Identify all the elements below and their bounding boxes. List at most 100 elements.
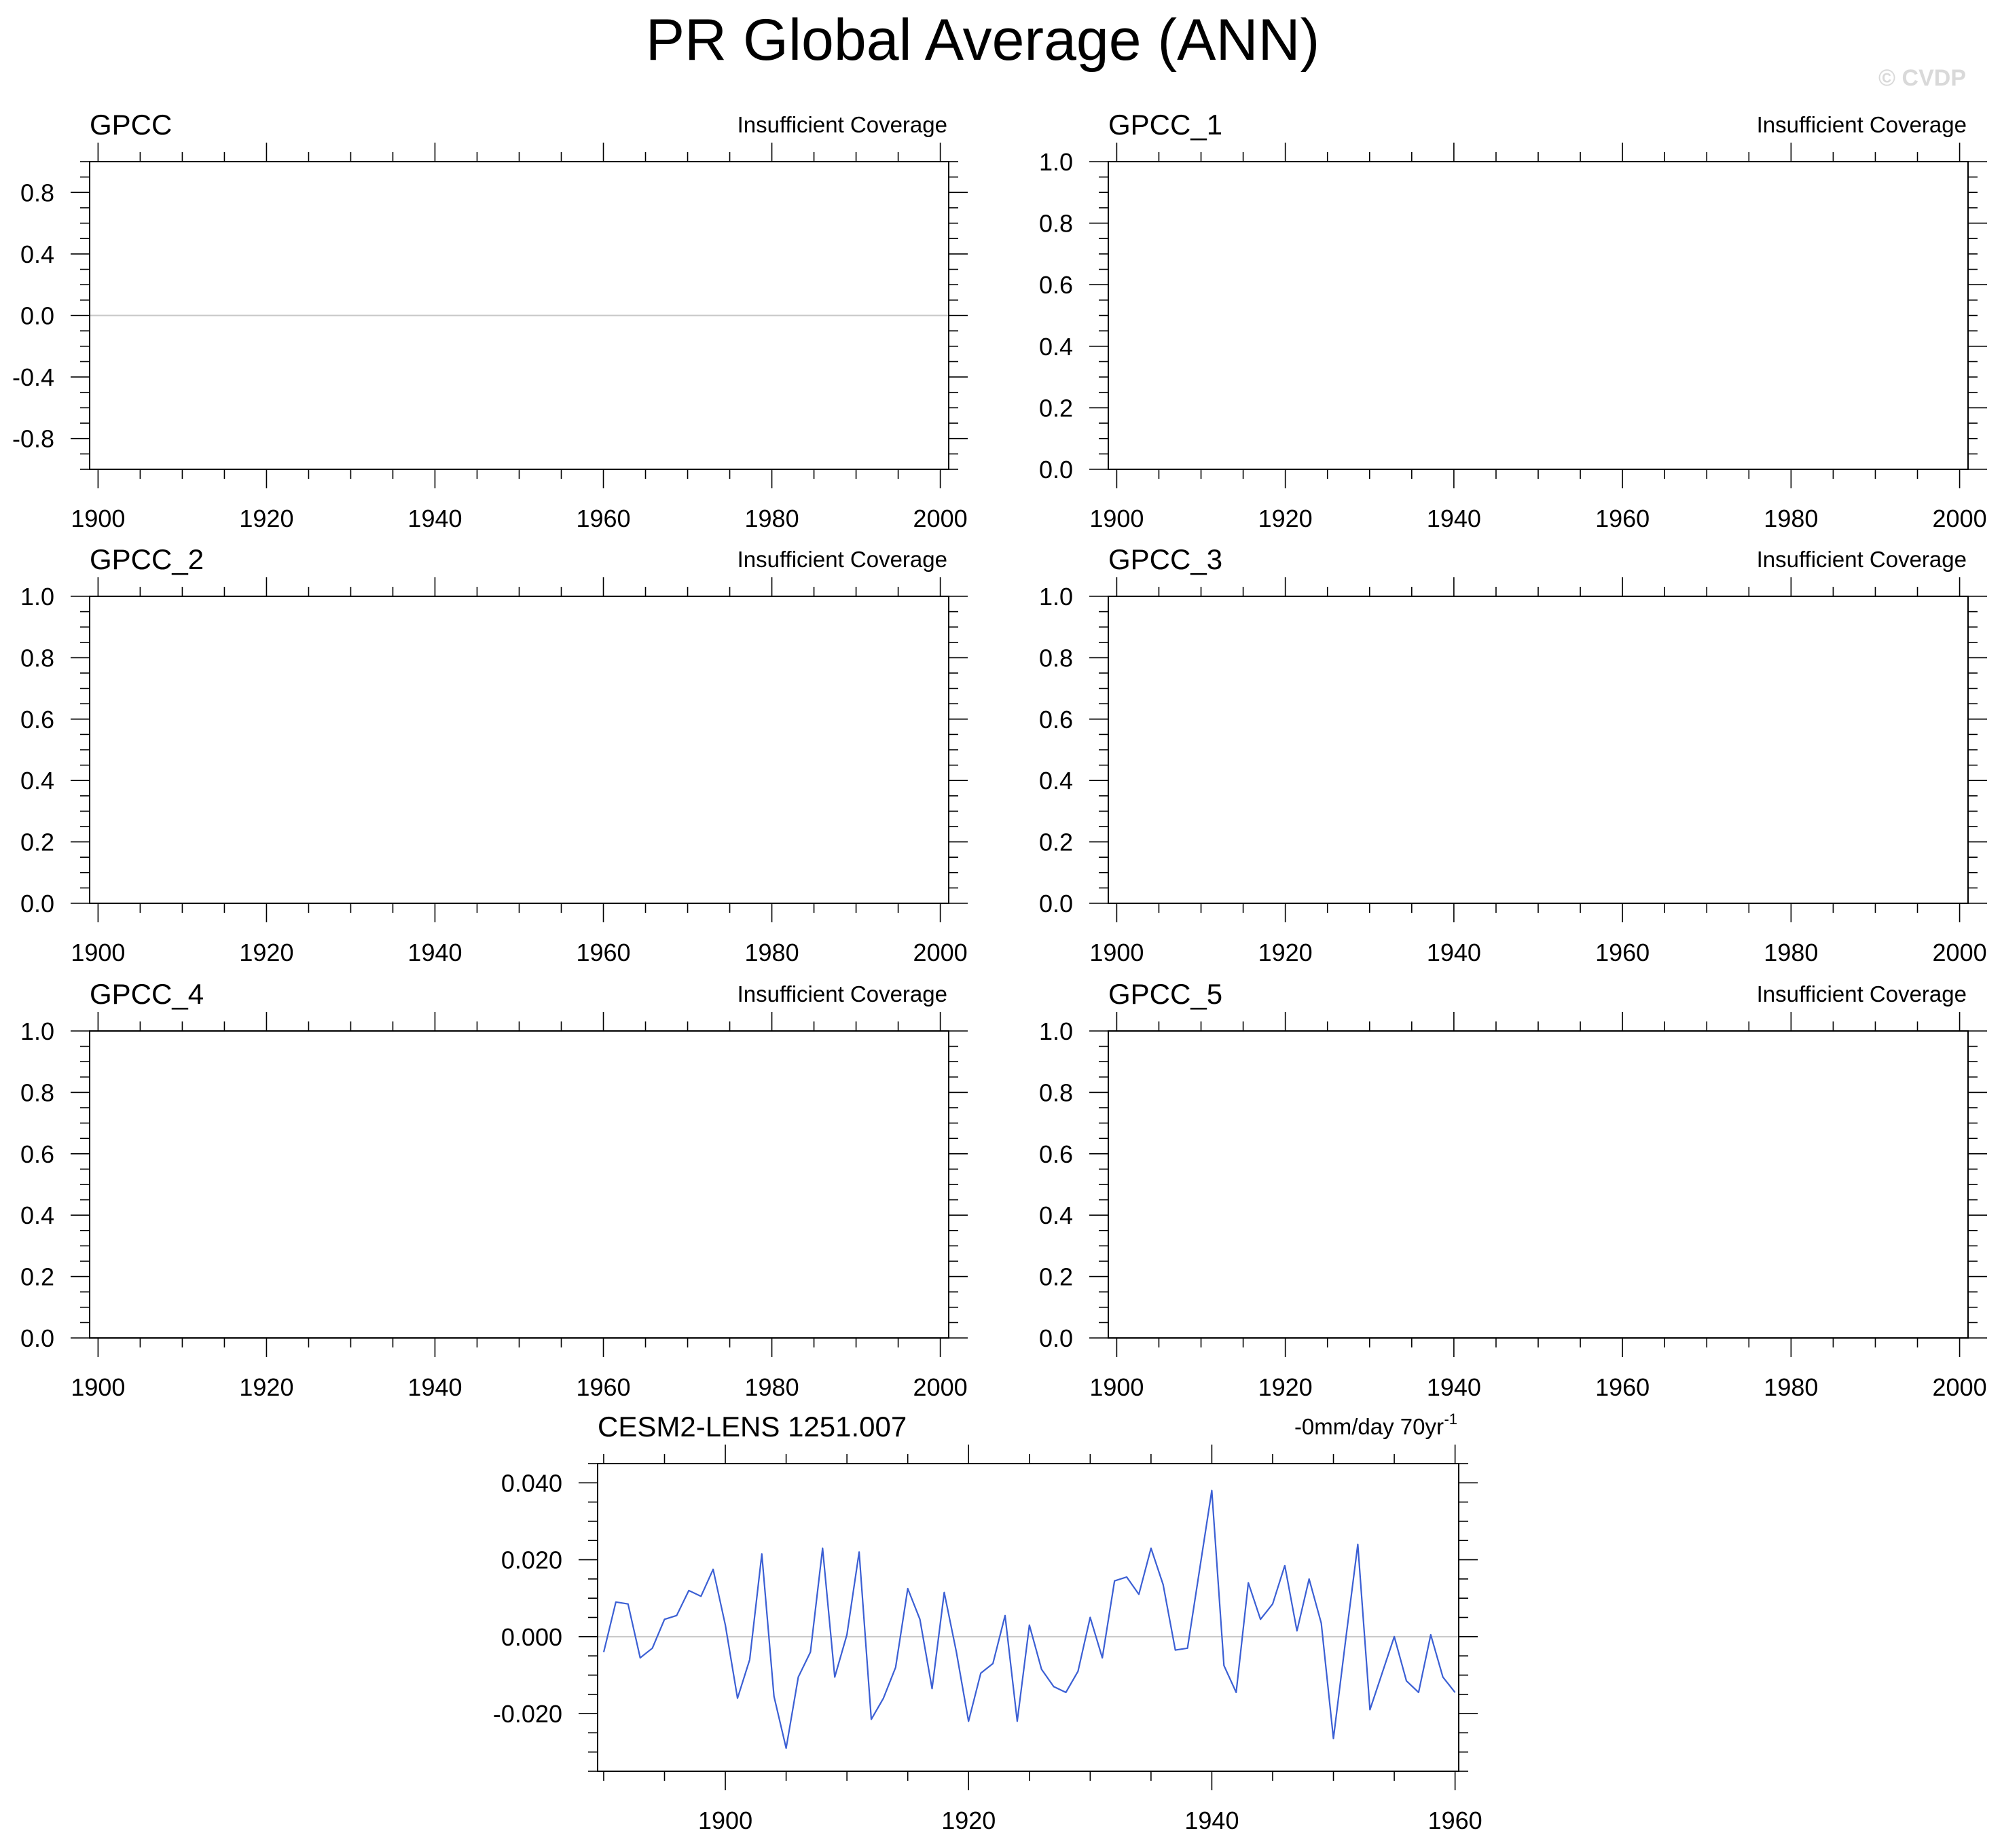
x-tick-label: 1920 <box>1258 939 1313 966</box>
x-tick-label: 1900 <box>1089 505 1144 532</box>
x-tick-label: 1980 <box>745 939 799 966</box>
y-tick-label: 0.040 <box>501 1469 562 1497</box>
y-tick-label: 1.0 <box>20 1017 54 1045</box>
x-tick-label: 1940 <box>1427 1373 1481 1401</box>
x-tick-label: 1960 <box>576 939 630 966</box>
x-tick-label: 1920 <box>1258 505 1313 532</box>
x-tick-label: 1920 <box>239 939 293 966</box>
y-tick-label: 0.6 <box>1039 271 1073 299</box>
y-tick-label: 0.0 <box>1039 1324 1073 1352</box>
x-tick-label: 2000 <box>1933 1373 1987 1401</box>
x-tick-label: 1940 <box>407 1373 462 1401</box>
y-tick-label: 0.2 <box>1039 394 1073 422</box>
panel-note: Insufficient Coverage <box>1757 547 1967 572</box>
panel-note: Insufficient Coverage <box>1757 981 1967 1007</box>
panel-title: CESM2-LENS 1251.007 <box>598 1411 907 1443</box>
y-tick-label: 1.0 <box>20 583 54 611</box>
y-tick-label: 0.8 <box>20 1079 54 1106</box>
y-tick-label: 0.6 <box>20 1140 54 1168</box>
x-tick-label: 1980 <box>1764 939 1818 966</box>
chart-panel-4: GPCC_3 Insufficient Coverage 0.0 0.2 0.4 0.6 0… <box>1039 543 1987 966</box>
x-tick-label: 1980 <box>745 505 799 532</box>
chart-panel-5: GPCC_4 Insufficient Coverage 0.0 0.2 0.4 0.6 0… <box>20 978 968 1401</box>
plot-frame <box>89 1030 949 1339</box>
panel-title: GPCC_1 <box>1108 109 1222 141</box>
chart-panel-3: GPCC_2 Insufficient Coverage 0.0 0.2 0.4 0.6 0… <box>20 543 968 966</box>
plot-frame <box>89 161 949 470</box>
plot-frame <box>597 1463 1459 1772</box>
x-tick-label: 1920 <box>941 1807 996 1834</box>
y-tick-label: 0.2 <box>1039 829 1073 856</box>
plot-frame <box>1108 1030 1969 1339</box>
x-tick-label: 1940 <box>407 505 462 532</box>
chart-panel-6: GPCC_5 Insufficient Coverage 0.0 0.2 0.4 0.6 0… <box>1039 978 1987 1401</box>
x-tick-label: 1960 <box>1595 505 1650 532</box>
panels: GPCC Insufficient Coverage -0.8 -0.4 0.0 0.4 0… <box>12 109 1987 1834</box>
y-tick-label: 0.0 <box>20 890 54 918</box>
y-tick-label: 0.0 <box>20 1324 54 1352</box>
panel-note: Insufficient Coverage <box>738 547 947 572</box>
chart-panel-1: GPCC Insufficient Coverage -0.8 -0.4 0.0 0.4 0… <box>12 109 968 532</box>
y-tick-label: 1.0 <box>1039 1017 1073 1045</box>
x-tick-label: 1960 <box>1595 939 1650 966</box>
y-tick-label: -0.4 <box>12 363 54 391</box>
x-tick-label: 1940 <box>407 939 462 966</box>
panel-title: GPCC_4 <box>90 978 204 1010</box>
x-tick-label: 2000 <box>1933 939 1987 966</box>
panel-title: GPCC_5 <box>1108 978 1222 1010</box>
y-tick-label: 0.2 <box>1039 1263 1073 1291</box>
x-tick-label: 1940 <box>1427 505 1481 532</box>
x-tick-label: 1900 <box>1089 939 1144 966</box>
panel-note-superscript: -1 <box>1444 1411 1457 1428</box>
figure-title: PR Global Average (ANN) <box>646 7 1320 73</box>
x-tick-label: 1900 <box>71 505 125 532</box>
x-tick-label: 1960 <box>1428 1807 1482 1834</box>
panel-title: GPCC <box>90 109 172 141</box>
chart-panel-7: CESM2-LENS 1251.007 -0mm/day 70yr -1 -0.020… <box>493 1411 1482 1834</box>
x-tick-label: 1920 <box>1258 1373 1313 1401</box>
x-tick-label: 2000 <box>913 939 968 966</box>
plot-frame <box>1108 596 1969 904</box>
y-tick-label: 0.2 <box>20 829 54 856</box>
y-tick-label: 0.0 <box>1039 456 1073 484</box>
y-tick-label: 0.6 <box>1039 706 1073 733</box>
panel-title: GPCC_3 <box>1108 543 1222 575</box>
y-tick-label: 0.0 <box>20 302 54 330</box>
x-tick-label: 1960 <box>576 505 630 532</box>
chart-panel-2: GPCC_1 Insufficient Coverage 0.0 0.2 0.4 0.6 0… <box>1039 109 1987 532</box>
x-tick-label: 2000 <box>913 505 968 532</box>
x-tick-label: 1960 <box>1595 1373 1650 1401</box>
y-tick-label: 0.8 <box>1039 210 1073 238</box>
x-tick-label: 1980 <box>1764 505 1818 532</box>
y-tick-label: 0.8 <box>20 644 54 672</box>
y-tick-label: 0.4 <box>20 240 54 268</box>
panel-note: Insufficient Coverage <box>1757 112 1967 137</box>
x-tick-label: 1960 <box>576 1373 630 1401</box>
y-tick-label: 0.6 <box>1039 1140 1073 1168</box>
x-tick-label: 1940 <box>1427 939 1481 966</box>
y-tick-label: 0.000 <box>501 1623 562 1651</box>
y-tick-label: -0.020 <box>493 1700 562 1728</box>
y-tick-label: -0.8 <box>12 425 54 453</box>
panel-note: -0mm/day 70yr <box>1294 1414 1444 1439</box>
x-tick-label: 2000 <box>1933 505 1987 532</box>
x-tick-label: 1980 <box>745 1373 799 1401</box>
y-tick-label: 0.8 <box>1039 1079 1073 1106</box>
y-tick-label: 0.4 <box>20 767 54 795</box>
x-tick-label: 1920 <box>239 505 293 532</box>
x-tick-label: 1900 <box>71 1373 125 1401</box>
panel-title: GPCC_2 <box>90 543 204 575</box>
y-tick-label: 0.020 <box>501 1546 562 1574</box>
x-tick-label: 1980 <box>1764 1373 1818 1401</box>
x-tick-label: 2000 <box>913 1373 968 1401</box>
y-tick-label: 1.0 <box>1039 148 1073 176</box>
x-tick-label: 1920 <box>239 1373 293 1401</box>
panel-note: Insufficient Coverage <box>738 112 947 137</box>
plot-frame <box>89 596 949 904</box>
y-tick-label: 0.2 <box>20 1263 54 1291</box>
x-tick-label: 1900 <box>698 1807 752 1834</box>
y-tick-label: 0.4 <box>20 1201 54 1229</box>
x-tick-label: 1940 <box>1184 1807 1239 1834</box>
y-tick-label: 0.4 <box>1039 333 1073 361</box>
